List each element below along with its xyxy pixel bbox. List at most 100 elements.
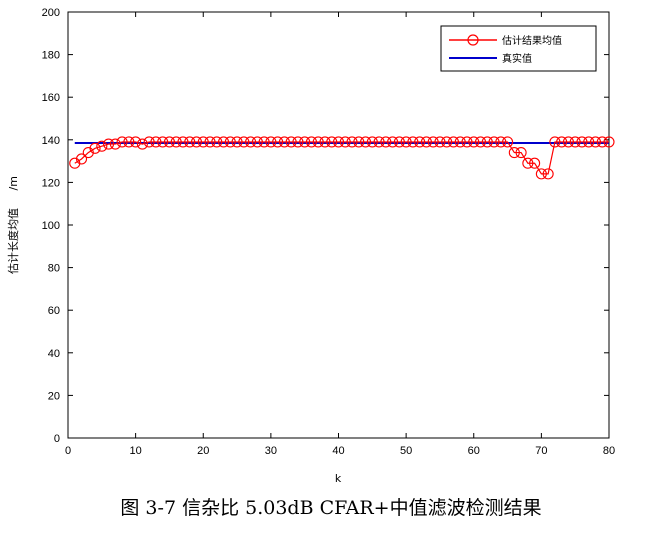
data-point [427, 136, 439, 148]
data-point [278, 136, 290, 148]
data-point [414, 136, 426, 148]
y-tick-label: 40 [48, 348, 60, 360]
data-point [217, 136, 230, 148]
y-tick-label: 20 [48, 390, 60, 402]
data-point [366, 136, 378, 148]
data-point [123, 136, 135, 148]
data-point [434, 136, 446, 148]
x-tick-label: 40 [332, 445, 344, 457]
legend-box [440, 25, 597, 72]
plot-area [67, 11, 610, 439]
data-point [359, 136, 372, 148]
data-point [495, 136, 507, 148]
data-point [529, 157, 541, 169]
data-point [150, 136, 162, 148]
data-point [258, 136, 270, 148]
y-tick-label: 120 [42, 177, 60, 189]
y-tick-label: 160 [42, 92, 60, 104]
data-point [481, 136, 493, 148]
data-point [75, 153, 88, 165]
data-point [184, 136, 196, 148]
data-point [238, 136, 250, 148]
data-point [468, 136, 480, 148]
legend-label-true: 真实值 [502, 52, 532, 65]
data-point [454, 136, 466, 148]
data-point [272, 136, 284, 148]
data-point [353, 136, 365, 148]
data-point [224, 136, 236, 148]
y-tick-label: 200 [42, 7, 60, 19]
data-point [447, 136, 460, 148]
data-point [461, 136, 473, 148]
data-point [305, 136, 318, 148]
data-point [583, 136, 595, 148]
data-point [197, 136, 209, 148]
data-point [116, 136, 128, 148]
data-point [204, 136, 216, 148]
data-point [96, 140, 108, 152]
data-point [576, 136, 588, 148]
y-tick-label: 140 [42, 135, 60, 147]
data-point [387, 136, 399, 148]
series-layer [69, 136, 615, 180]
data-point [346, 136, 358, 148]
data-point [136, 138, 148, 150]
x-tick-label: 20 [197, 445, 209, 457]
data-point [89, 142, 101, 154]
data-point [400, 136, 412, 148]
x-tick-label: 80 [603, 445, 615, 457]
legend: 估计结果均值 真实值 [440, 25, 597, 72]
data-point [393, 136, 405, 148]
data-point [373, 136, 385, 148]
x-tick-label: 50 [400, 445, 412, 457]
data-point [535, 168, 547, 180]
x-tick-label: 0 [65, 445, 71, 457]
data-point [177, 136, 189, 148]
data-point [143, 136, 155, 148]
data-point [157, 136, 169, 148]
data-point [312, 136, 324, 148]
data-point [332, 136, 345, 148]
data-point [211, 136, 223, 148]
x-tick-label: 70 [535, 445, 547, 457]
y-axis-label: 估计长度均值 /m [6, 176, 20, 274]
y-tick-label: 80 [48, 263, 60, 275]
data-point [542, 168, 554, 180]
data-point [589, 136, 602, 148]
data-point [603, 136, 615, 148]
x-tick-label: 10 [130, 445, 142, 457]
data-point [299, 136, 311, 148]
data-point [285, 136, 297, 148]
data-point [596, 136, 608, 148]
axis-ticks: 0 10 20 30 40 50 60 70 80 0 20 40 60 80 100 120 140 160 18… [42, 7, 615, 457]
data-point [231, 136, 243, 148]
data-point [407, 136, 419, 148]
data-point [326, 136, 338, 148]
legend-marker-estimate [467, 34, 479, 46]
data-point [441, 136, 453, 148]
data-point [170, 136, 182, 148]
figure-caption: 图 3-7 信杂比 5.03dB CFAR+中值滤波检测结果 [120, 497, 542, 519]
legend-label-estimate: 估计结果均值 [502, 34, 562, 47]
data-point [190, 136, 203, 148]
y-tick-label: 0 [54, 433, 60, 445]
data-point [556, 136, 568, 148]
data-point [569, 136, 581, 148]
data-point [522, 157, 534, 169]
data-point [163, 136, 175, 148]
data-point [319, 136, 331, 148]
data-point [265, 136, 277, 148]
data-point [515, 147, 527, 159]
y-tick-label: 100 [42, 220, 60, 232]
data-point [109, 138, 121, 150]
x-tick-label: 60 [468, 445, 480, 457]
data-point [474, 136, 487, 148]
y-tick-label: 180 [42, 50, 60, 62]
data-point [380, 136, 392, 148]
series-line-estimate [74, 141, 609, 175]
x-axis-label: k [335, 472, 342, 485]
x-tick-label: 30 [265, 445, 277, 457]
data-point [508, 147, 520, 159]
data-point [420, 136, 432, 148]
